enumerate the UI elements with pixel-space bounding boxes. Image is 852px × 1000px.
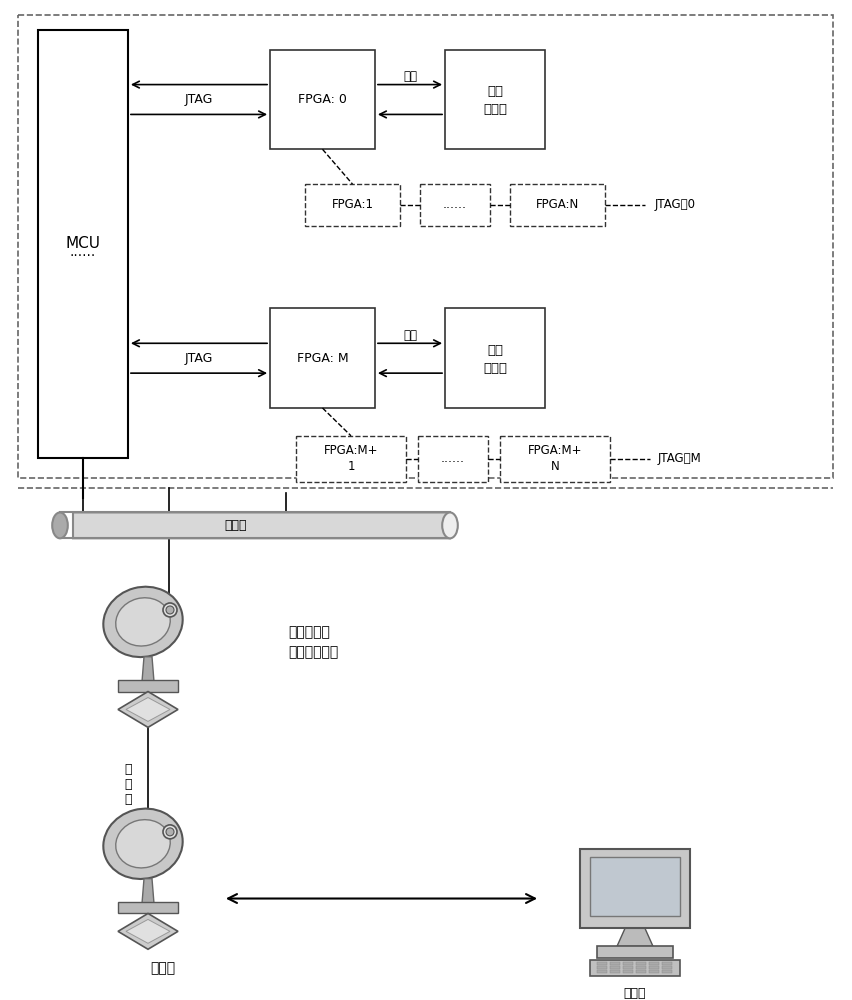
Circle shape	[166, 606, 174, 614]
FancyBboxPatch shape	[609, 966, 619, 969]
Text: 受控: 受控	[486, 85, 503, 98]
Ellipse shape	[116, 820, 170, 868]
Polygon shape	[616, 928, 653, 946]
Text: ......: ......	[442, 198, 466, 211]
FancyBboxPatch shape	[596, 962, 607, 965]
Bar	[499, 436, 609, 482]
FancyBboxPatch shape	[590, 960, 679, 976]
Ellipse shape	[441, 512, 458, 538]
FancyBboxPatch shape	[73, 512, 450, 538]
Text: 在轨航天器: 在轨航天器	[288, 625, 330, 639]
Bar	[38, 30, 128, 458]
FancyBboxPatch shape	[648, 966, 659, 969]
Text: FPGA: 0: FPGA: 0	[297, 93, 347, 106]
FancyBboxPatch shape	[579, 849, 689, 928]
Bar	[419, 184, 489, 226]
Bar	[509, 184, 604, 226]
Bar	[445, 308, 544, 408]
Polygon shape	[118, 913, 178, 949]
FancyBboxPatch shape	[661, 966, 671, 969]
Polygon shape	[118, 692, 178, 727]
Bar	[18, 15, 832, 478]
Text: JTAG: JTAG	[185, 352, 213, 365]
FancyBboxPatch shape	[636, 970, 645, 973]
FancyBboxPatch shape	[609, 970, 619, 973]
Text: 元器件: 元器件	[482, 362, 506, 375]
FancyBboxPatch shape	[622, 970, 632, 973]
Text: MCU: MCU	[66, 236, 101, 251]
Text: 以太网: 以太网	[224, 519, 246, 532]
FancyBboxPatch shape	[622, 966, 632, 969]
Text: 数据: 数据	[402, 329, 417, 342]
Text: FPGA:M+: FPGA:M+	[527, 444, 582, 457]
Circle shape	[163, 825, 177, 839]
FancyBboxPatch shape	[118, 902, 178, 913]
Ellipse shape	[52, 512, 67, 538]
FancyBboxPatch shape	[636, 962, 645, 965]
FancyBboxPatch shape	[661, 962, 671, 965]
Bar	[270, 50, 375, 149]
FancyBboxPatch shape	[622, 962, 632, 965]
Text: ......: ......	[440, 452, 464, 465]
Bar	[305, 184, 400, 226]
Text: 客户端: 客户端	[623, 987, 646, 1000]
FancyBboxPatch shape	[636, 966, 645, 969]
FancyBboxPatch shape	[648, 962, 659, 965]
Text: 1: 1	[347, 460, 354, 473]
FancyBboxPatch shape	[609, 962, 619, 965]
Circle shape	[166, 828, 174, 836]
Ellipse shape	[103, 587, 182, 657]
Text: N: N	[550, 460, 559, 473]
Bar	[270, 308, 375, 408]
Polygon shape	[126, 698, 170, 721]
FancyBboxPatch shape	[590, 857, 679, 916]
Text: JTAG链0: JTAG链0	[653, 198, 694, 211]
Bar	[296, 436, 406, 482]
Bar	[417, 436, 487, 482]
Polygon shape	[126, 919, 170, 943]
Ellipse shape	[103, 809, 182, 879]
FancyBboxPatch shape	[648, 970, 659, 973]
Text: JTAG: JTAG	[185, 93, 213, 106]
Text: FPGA:1: FPGA:1	[331, 198, 373, 211]
Text: FPGA: M: FPGA: M	[296, 352, 348, 365]
FancyBboxPatch shape	[596, 966, 607, 969]
Circle shape	[163, 603, 177, 617]
FancyBboxPatch shape	[596, 970, 607, 973]
Bar	[445, 50, 544, 149]
Polygon shape	[141, 879, 154, 903]
Text: 元器件: 元器件	[482, 103, 506, 116]
Text: 受控: 受控	[486, 344, 503, 357]
Text: 数据: 数据	[402, 70, 417, 83]
Text: FPGA:M+: FPGA:M+	[324, 444, 377, 457]
FancyBboxPatch shape	[596, 946, 672, 958]
Text: 卫星天线终端: 卫星天线终端	[288, 645, 338, 659]
Text: ......: ......	[70, 245, 96, 259]
Text: 地面站: 地面站	[150, 961, 176, 975]
FancyBboxPatch shape	[118, 680, 178, 692]
Polygon shape	[141, 657, 154, 682]
Text: FPGA:N: FPGA:N	[535, 198, 579, 211]
Ellipse shape	[116, 598, 170, 646]
Text: JTAG链M: JTAG链M	[658, 452, 701, 465]
Text: 星
链
路: 星 链 路	[124, 763, 131, 806]
FancyBboxPatch shape	[661, 970, 671, 973]
